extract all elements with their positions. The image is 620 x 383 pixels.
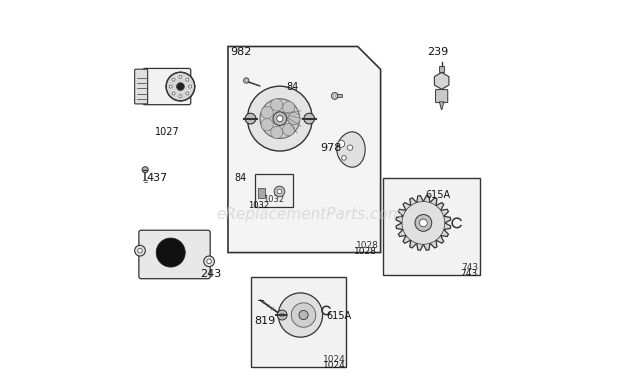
Circle shape bbox=[270, 126, 283, 139]
Circle shape bbox=[172, 92, 175, 95]
Text: 982: 982 bbox=[230, 47, 251, 57]
Circle shape bbox=[257, 296, 264, 304]
Circle shape bbox=[274, 186, 285, 197]
Circle shape bbox=[172, 78, 175, 81]
Text: 1027: 1027 bbox=[154, 128, 179, 137]
Circle shape bbox=[288, 113, 300, 125]
Text: 743: 743 bbox=[461, 264, 478, 272]
Circle shape bbox=[273, 112, 286, 126]
Text: 743: 743 bbox=[460, 269, 477, 278]
Circle shape bbox=[277, 310, 287, 320]
Text: 1032: 1032 bbox=[263, 195, 285, 205]
Circle shape bbox=[177, 83, 184, 90]
Text: 437: 437 bbox=[146, 173, 167, 183]
Circle shape bbox=[188, 85, 192, 88]
Text: 84: 84 bbox=[286, 82, 299, 92]
Circle shape bbox=[245, 113, 256, 124]
Circle shape bbox=[166, 72, 195, 101]
Circle shape bbox=[247, 86, 312, 151]
Text: 239: 239 bbox=[427, 47, 448, 57]
Text: 84: 84 bbox=[234, 173, 247, 183]
Text: 615A: 615A bbox=[326, 311, 351, 321]
Polygon shape bbox=[228, 46, 381, 252]
Circle shape bbox=[138, 248, 142, 253]
Circle shape bbox=[270, 99, 283, 111]
Circle shape bbox=[291, 303, 316, 327]
Circle shape bbox=[338, 140, 345, 147]
Bar bbox=[383, 178, 480, 275]
FancyBboxPatch shape bbox=[139, 230, 210, 279]
Polygon shape bbox=[435, 72, 449, 89]
Polygon shape bbox=[396, 196, 451, 250]
Circle shape bbox=[342, 155, 346, 160]
FancyBboxPatch shape bbox=[135, 69, 148, 104]
Text: 1024: 1024 bbox=[323, 355, 345, 364]
Polygon shape bbox=[440, 102, 444, 110]
Circle shape bbox=[186, 92, 189, 95]
Circle shape bbox=[278, 293, 322, 337]
Polygon shape bbox=[337, 132, 365, 167]
Circle shape bbox=[244, 78, 249, 83]
Circle shape bbox=[169, 85, 172, 88]
Circle shape bbox=[277, 116, 283, 122]
Bar bbox=[255, 174, 293, 207]
Circle shape bbox=[135, 245, 145, 256]
FancyBboxPatch shape bbox=[436, 90, 448, 103]
Circle shape bbox=[277, 189, 281, 194]
Circle shape bbox=[331, 93, 339, 99]
Circle shape bbox=[283, 101, 294, 114]
Circle shape bbox=[179, 95, 182, 98]
Text: 243: 243 bbox=[200, 268, 221, 278]
Text: 978: 978 bbox=[321, 142, 342, 152]
Bar bbox=[259, 188, 265, 198]
Circle shape bbox=[283, 124, 294, 136]
Text: 1028: 1028 bbox=[356, 241, 379, 249]
Circle shape bbox=[260, 99, 299, 139]
Text: 1028: 1028 bbox=[354, 247, 377, 256]
Bar bbox=[337, 95, 342, 97]
Text: 1024: 1024 bbox=[324, 361, 346, 370]
FancyBboxPatch shape bbox=[143, 69, 191, 105]
Circle shape bbox=[299, 311, 308, 319]
Circle shape bbox=[261, 106, 273, 119]
Circle shape bbox=[304, 113, 314, 124]
Circle shape bbox=[207, 259, 211, 264]
Circle shape bbox=[402, 201, 445, 244]
Bar bbox=[440, 65, 444, 72]
Circle shape bbox=[280, 313, 284, 317]
Circle shape bbox=[179, 75, 182, 79]
Circle shape bbox=[156, 238, 185, 267]
Circle shape bbox=[204, 256, 215, 267]
Text: 1032: 1032 bbox=[248, 201, 269, 210]
Text: 819: 819 bbox=[254, 316, 276, 326]
Circle shape bbox=[420, 219, 427, 227]
Circle shape bbox=[261, 119, 273, 131]
Text: 615A: 615A bbox=[425, 190, 450, 200]
Circle shape bbox=[277, 185, 283, 192]
Text: eReplacementParts.com: eReplacementParts.com bbox=[216, 207, 404, 222]
Circle shape bbox=[347, 145, 353, 150]
Circle shape bbox=[415, 214, 432, 231]
Circle shape bbox=[142, 167, 148, 173]
Bar bbox=[251, 277, 346, 367]
Circle shape bbox=[186, 78, 189, 81]
